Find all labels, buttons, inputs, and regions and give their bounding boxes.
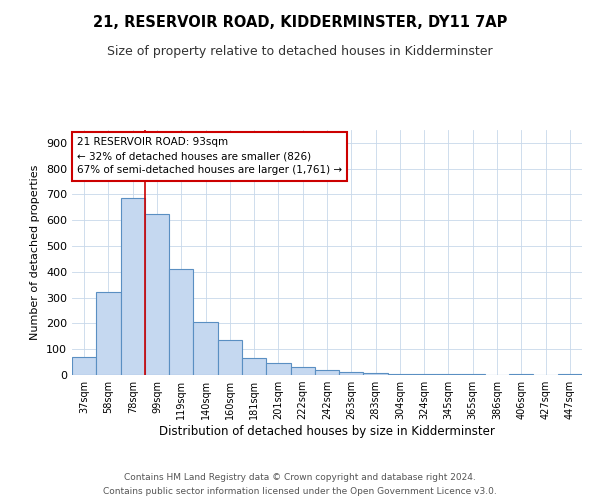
Text: Size of property relative to detached houses in Kidderminster: Size of property relative to detached ho… xyxy=(107,45,493,58)
Text: 21 RESERVOIR ROAD: 93sqm
← 32% of detached houses are smaller (826)
67% of semi-: 21 RESERVOIR ROAD: 93sqm ← 32% of detach… xyxy=(77,138,342,175)
Text: Contains public sector information licensed under the Open Government Licence v3: Contains public sector information licen… xyxy=(103,488,497,496)
Bar xyxy=(145,214,169,375)
Bar xyxy=(461,374,485,375)
Bar xyxy=(388,374,412,375)
Bar xyxy=(290,368,315,375)
Bar xyxy=(121,198,145,375)
Bar xyxy=(96,292,121,375)
Bar xyxy=(169,270,193,375)
Text: Contains HM Land Registry data © Crown copyright and database right 2024.: Contains HM Land Registry data © Crown c… xyxy=(124,472,476,482)
Text: 21, RESERVOIR ROAD, KIDDERMINSTER, DY11 7AP: 21, RESERVOIR ROAD, KIDDERMINSTER, DY11 … xyxy=(93,15,507,30)
X-axis label: Distribution of detached houses by size in Kidderminster: Distribution of detached houses by size … xyxy=(159,425,495,438)
Y-axis label: Number of detached properties: Number of detached properties xyxy=(31,165,40,340)
Bar xyxy=(193,322,218,375)
Bar xyxy=(242,358,266,375)
Bar xyxy=(339,372,364,375)
Bar xyxy=(266,364,290,375)
Bar xyxy=(315,370,339,375)
Bar xyxy=(558,374,582,375)
Bar xyxy=(509,374,533,375)
Bar xyxy=(412,374,436,375)
Bar xyxy=(218,340,242,375)
Bar xyxy=(436,374,461,375)
Bar xyxy=(72,357,96,375)
Bar xyxy=(364,373,388,375)
